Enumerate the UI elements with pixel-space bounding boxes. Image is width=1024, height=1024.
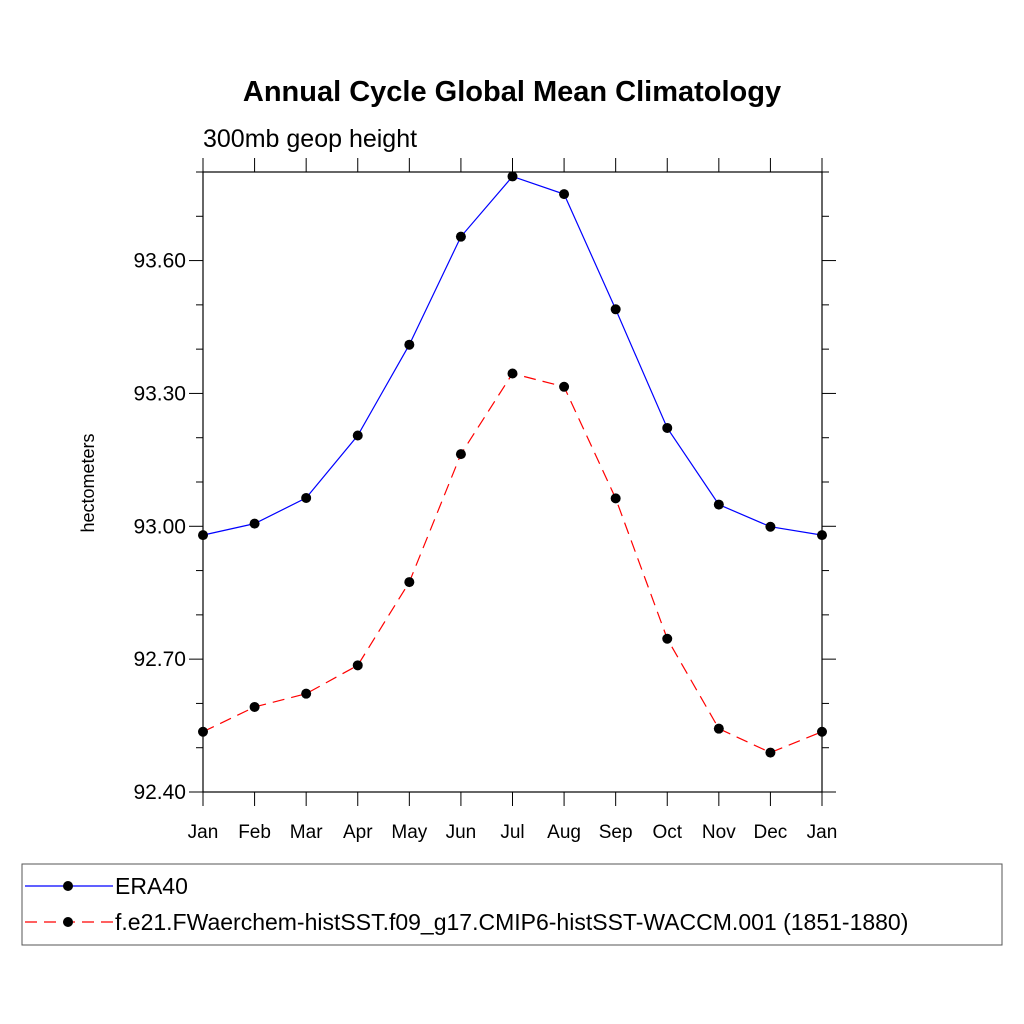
y-tick-label: 92.40	[133, 781, 186, 804]
series-0-point	[559, 189, 570, 200]
legend-label-1: f.e21.FWaerchem-histSST.f09_g17.CMIP6-hi…	[115, 909, 908, 935]
series-1-point	[559, 381, 570, 392]
x-tick-labels: Jan Feb Mar Apr May Jun Jul Aug Sep Oct Nov Dec Jan	[188, 822, 838, 843]
series-0-point	[352, 430, 363, 441]
y-tick-labels: 92.40 92.70 93.00 93.30 93.60	[133, 250, 186, 804]
y-tick-label: 93.30	[133, 382, 186, 405]
y-tick-label: 93.60	[133, 250, 186, 273]
series-1-point	[352, 660, 363, 671]
series-1-point	[249, 701, 260, 712]
x-tick-label: May	[391, 822, 427, 843]
y-axis-label: hectometers	[78, 433, 98, 532]
x-tick-label: Jun	[446, 822, 477, 843]
x-tick-label: Oct	[652, 822, 682, 843]
legend-label-0: ERA40	[115, 873, 188, 899]
series-0-point	[404, 339, 415, 350]
x-tick-label: Jan	[188, 822, 219, 843]
legend-box	[21, 863, 1003, 946]
x-tick-label: Mar	[290, 822, 323, 843]
series-0-point	[198, 530, 208, 541]
series-line-1	[202, 372, 823, 754]
series-1-point	[765, 747, 776, 758]
series-0-point	[817, 530, 827, 541]
x-tick-label: Nov	[702, 822, 736, 843]
chart-title: Annual Cycle Global Mean Climatology	[243, 76, 781, 108]
x-tick-label: Aug	[547, 822, 581, 843]
x-tick-label: Jul	[500, 822, 524, 843]
series-1-point	[301, 688, 312, 699]
legend-marker-0	[63, 881, 73, 891]
y-tick-label: 92.70	[133, 648, 186, 671]
series-0-point	[610, 304, 621, 315]
series-1-point	[662, 633, 673, 644]
y-tick-label: 93.00	[133, 515, 186, 538]
legend: ERA40 f.e21.FWaerchem-histSST.f09_g17.CMI…	[25, 873, 908, 935]
series-1-point	[198, 726, 208, 737]
series-1-point	[817, 726, 827, 737]
series-0-point	[301, 492, 312, 503]
x-tick-label: Feb	[238, 822, 271, 843]
series-1-point	[610, 493, 621, 504]
series-0-point	[455, 231, 466, 242]
axis-ticks	[189, 158, 836, 806]
series-1-point	[404, 577, 415, 588]
series-0-point	[662, 422, 673, 433]
series-0-point	[249, 518, 260, 529]
chart-subtitle: 300mb geop height	[203, 125, 417, 153]
x-tick-label: Sep	[599, 822, 633, 843]
series-line-0	[202, 175, 823, 536]
x-tick-label: Dec	[754, 822, 788, 843]
series-0-point	[765, 521, 776, 532]
series-1-point	[507, 368, 518, 379]
legend-marker-1	[63, 917, 73, 927]
series-layer	[198, 171, 827, 758]
x-tick-label: Jan	[807, 822, 838, 843]
plot-area	[202, 171, 823, 793]
series-0-point	[713, 499, 724, 510]
series-0-point	[507, 171, 518, 182]
series-1-point	[713, 723, 724, 734]
series-1-point	[455, 449, 466, 460]
x-tick-label: Apr	[343, 822, 373, 843]
